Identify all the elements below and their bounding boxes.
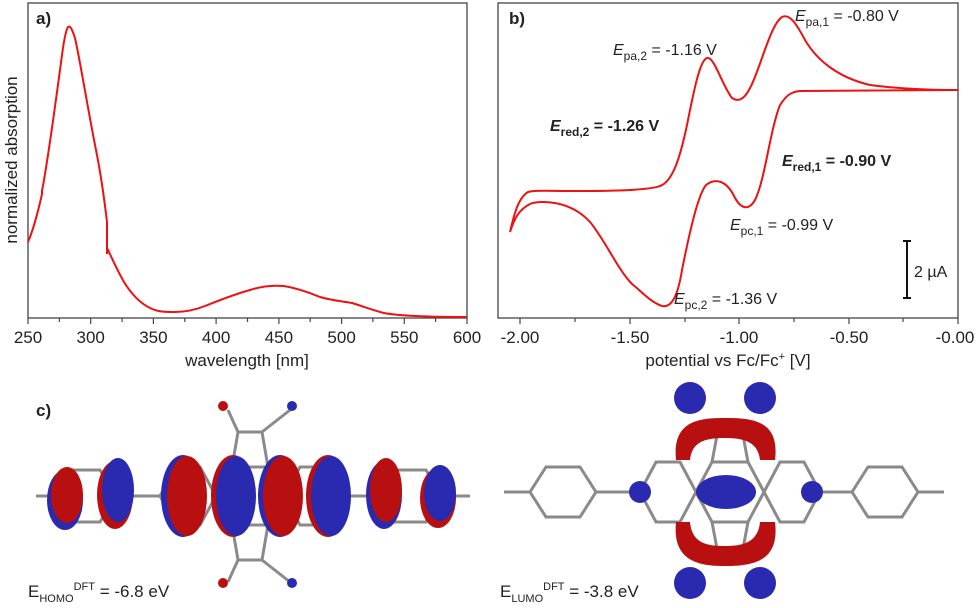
homo-energy-label: EHOMODFT = -6.8 eV	[28, 581, 170, 605]
panel-a-absorption-chart: a) 250 300 350 400 450 500 550 600 wavel…	[2, 2, 481, 370]
x-tick-label: 450	[265, 328, 293, 347]
x-tick-label: 500	[327, 328, 355, 347]
current-scale-bar	[903, 240, 911, 299]
lumo-lobes	[629, 382, 823, 599]
x-axis-label: potential vs Fc/Fc+ [V]	[645, 351, 810, 370]
x-tick-label: 550	[390, 328, 418, 347]
x-tick-label: -0.50	[830, 328, 869, 347]
annotation-ered1: Ered,1 = -0.90 V	[782, 153, 892, 174]
x-tick-label: 600	[453, 328, 481, 347]
x-tick-label: 350	[139, 328, 167, 347]
x-tick-label: 300	[77, 328, 105, 347]
homo-lobes	[47, 401, 456, 588]
x-tick-label: -2.00	[501, 328, 540, 347]
plot-frame	[27, 2, 468, 319]
annotation-epa2: Epa,2 = -1.16 V	[613, 42, 717, 63]
lumo-orbital-render: ELUMODFT = -3.8 eV	[500, 382, 944, 605]
x-tick-label: -1.50	[611, 328, 650, 347]
cv-curve	[509, 15, 959, 308]
x-tick-label: 400	[202, 328, 230, 347]
lumo-energy-label: ELUMODFT = -3.8 eV	[500, 581, 639, 605]
annotation-epa1: Epa,1 = -0.80 V	[795, 8, 899, 29]
y-axis-label: normalized absorption	[2, 76, 21, 243]
x-tick-label: 250	[14, 328, 42, 347]
panel-label-b: b)	[509, 9, 525, 28]
panel-label-a: a)	[36, 9, 51, 28]
panel-b-cyclic-voltammogram: b) -2.00 -1.50 -1.00 -0.50 -0.00 potenti…	[497, 2, 975, 370]
annotation-ered2: Ered,2 = -1.26 V	[550, 118, 660, 139]
x-tick-labels: -2.00 -1.50 -1.00 -0.50 -0.00	[501, 328, 975, 347]
x-tick-label: -0.00	[936, 328, 975, 347]
annotation-epc2: Epc,2 = -1.36 V	[674, 291, 778, 312]
plot-frame	[497, 2, 959, 319]
x-axis-ticks	[519, 318, 959, 324]
x-axis-label: wavelength [nm]	[184, 351, 309, 370]
absorption-curve	[27, 25, 468, 318]
x-tick-labels: 250 300 350 400 450 500 550 600	[14, 328, 481, 347]
x-tick-label: -1.00	[720, 328, 759, 347]
homo-orbital-render: EHOMODFT = -6.8 eV	[28, 401, 470, 605]
x-axis-ticks	[27, 318, 468, 324]
panel-label-c: c)	[36, 401, 51, 420]
scale-bar-label: 2 µA	[914, 264, 948, 281]
annotation-epc1: Epc,1 = -0.99 V	[730, 217, 834, 238]
